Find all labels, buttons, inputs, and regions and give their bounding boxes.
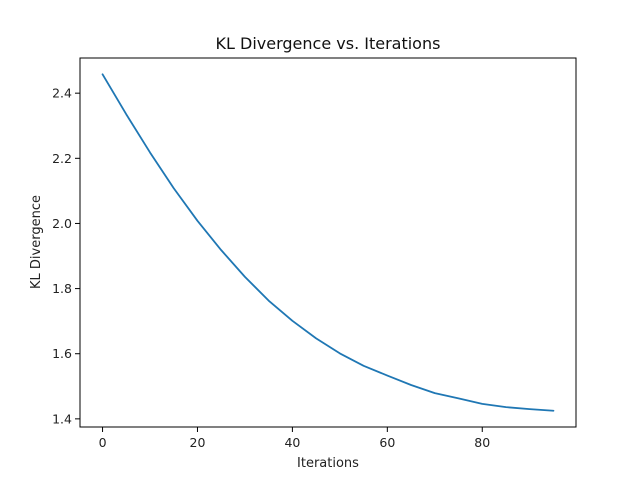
kl-divergence-line bbox=[101, 73, 555, 412]
y-tick-label: 2.0 bbox=[52, 216, 72, 231]
y-tick-label: 2.2 bbox=[52, 151, 72, 166]
x-tick-label: 40 bbox=[284, 435, 300, 450]
x-tick-label: 0 bbox=[99, 435, 107, 450]
x-tick-label: 20 bbox=[190, 435, 206, 450]
y-tick-label: 1.4 bbox=[52, 411, 72, 426]
ticks-layer: 0 20 40 60 80 1.4 1.6 1.8 2.0 2.2 2.4 bbox=[52, 86, 490, 450]
plot-frame bbox=[79, 57, 577, 428]
chart-title: KL Divergence vs. Iterations bbox=[216, 34, 441, 53]
series-layer bbox=[101, 73, 555, 412]
y-tick-label: 1.6 bbox=[52, 346, 72, 361]
y-tick-label: 2.4 bbox=[52, 86, 72, 101]
y-axis-label: KL Divergence bbox=[29, 195, 44, 289]
y-tick-label: 1.8 bbox=[52, 281, 72, 296]
x-axis-label: Iterations bbox=[297, 456, 359, 471]
x-tick-label: 80 bbox=[474, 435, 490, 450]
x-tick-label: 60 bbox=[379, 435, 395, 450]
